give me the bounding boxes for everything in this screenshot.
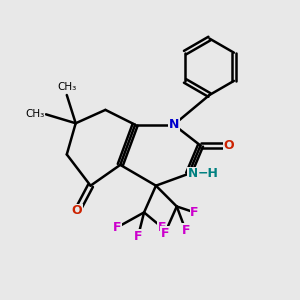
Text: O: O bbox=[224, 139, 234, 152]
Text: N: N bbox=[188, 167, 198, 180]
Text: F: F bbox=[134, 230, 142, 243]
Text: CH₃: CH₃ bbox=[25, 109, 44, 119]
Text: F: F bbox=[190, 206, 199, 219]
Text: −H: −H bbox=[197, 167, 218, 180]
Text: CH₃: CH₃ bbox=[57, 82, 76, 92]
Text: F: F bbox=[182, 224, 190, 237]
Text: N: N bbox=[169, 118, 179, 131]
Text: F: F bbox=[158, 221, 166, 234]
Text: F: F bbox=[160, 227, 169, 240]
Text: F: F bbox=[113, 221, 122, 234]
Text: O: O bbox=[72, 204, 83, 218]
